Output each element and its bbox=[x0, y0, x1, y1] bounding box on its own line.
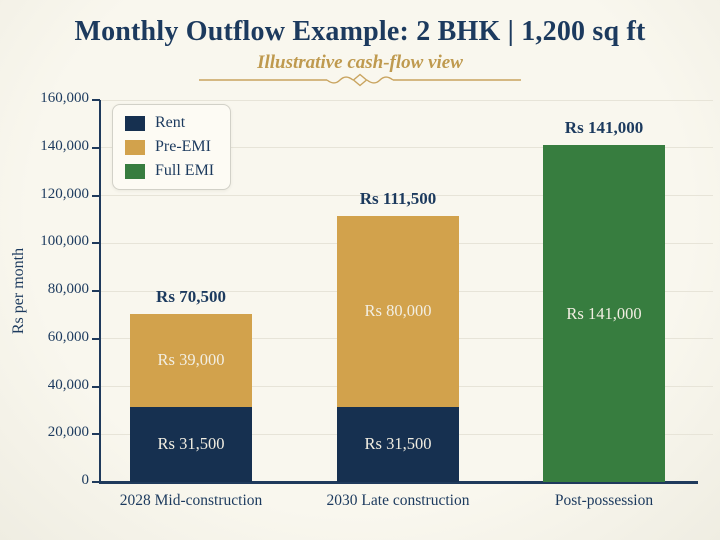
y-tick-label: 60,000 bbox=[47, 328, 89, 345]
y-tick-mark bbox=[92, 99, 100, 101]
bar-segment-rent: Rs 31,500 bbox=[337, 406, 459, 482]
y-tick-label: 100,000 bbox=[40, 233, 89, 250]
segment-value-label: Rs 39,000 bbox=[157, 350, 225, 370]
legend-swatch-icon bbox=[125, 163, 145, 179]
chart-title: Monthly Outflow Example: 2 BHK | 1,200 s… bbox=[74, 16, 646, 47]
y-tick-label: 0 bbox=[81, 472, 90, 488]
legend: Rent Pre-EMI Full EMI bbox=[112, 104, 232, 190]
segment-value-label: Rs 31,500 bbox=[364, 434, 432, 454]
y-axis-line bbox=[99, 100, 101, 483]
divider-ornament bbox=[199, 73, 521, 87]
y-tick-label: 120,000 bbox=[40, 185, 89, 202]
y-tick-label: 20,000 bbox=[47, 424, 89, 441]
segment-value-label: Rs 141,000 bbox=[566, 303, 642, 323]
y-tick-mark bbox=[92, 337, 100, 340]
gridline bbox=[101, 99, 713, 101]
segment-value-label: Rs 31,500 bbox=[157, 434, 225, 454]
y-tick-mark bbox=[92, 290, 100, 292]
plot-area: 0 20,000 40,000 60,000 80,000 100,000 120,000 1… bbox=[40, 90, 713, 509]
x-axis-category-label: Post-possession bbox=[554, 492, 654, 509]
legend-item-rent: Rent bbox=[125, 114, 214, 132]
y-tick-mark bbox=[92, 385, 100, 388]
y-tick-mark bbox=[92, 242, 100, 245]
y-tick-mark bbox=[92, 146, 100, 149]
bar-segment-pre-emi: Rs 80,000 bbox=[337, 215, 459, 407]
legend-swatch-icon bbox=[125, 115, 145, 131]
x-axis-line bbox=[99, 481, 698, 484]
gridline bbox=[101, 195, 713, 196]
chart-subtitle: Illustrative cash-flow view bbox=[257, 52, 463, 73]
bar-segment-pre-emi: Rs 39,000 bbox=[130, 313, 252, 407]
y-tick-mark bbox=[92, 194, 100, 197]
y-tick-label: 140,000 bbox=[40, 137, 89, 154]
bar-total-label: Rs 70,500 bbox=[156, 286, 226, 306]
bar-segment-full-emi: Rs 141,000 bbox=[543, 145, 665, 482]
x-axis-category-label: 2028 Mid-construction bbox=[119, 492, 263, 509]
y-tick-mark bbox=[92, 433, 100, 436]
y-tick-mark bbox=[92, 481, 100, 483]
bar-total-label: Rs 141,000 bbox=[564, 118, 644, 138]
y-tick-label: 160,000 bbox=[40, 90, 89, 106]
gridline bbox=[101, 147, 713, 149]
legend-swatch-icon bbox=[125, 139, 145, 155]
bar-segment-rent: Rs 31,500 bbox=[130, 406, 252, 482]
legend-item-full-emi: Full EMI bbox=[125, 162, 214, 180]
legend-label: Rent bbox=[155, 114, 186, 131]
segment-value-label: Rs 80,000 bbox=[364, 301, 432, 321]
legend-label: Full EMI bbox=[155, 162, 215, 179]
y-tick-label: 40,000 bbox=[47, 376, 89, 393]
y-tick-label: 80,000 bbox=[47, 281, 89, 297]
x-axis-category-label: 2030 Late construction bbox=[326, 492, 470, 509]
bar-total-label: Rs 111,500 bbox=[359, 188, 437, 208]
legend-label: Pre-EMI bbox=[155, 138, 211, 155]
legend-item-pre-emi: Pre-EMI bbox=[125, 138, 214, 156]
